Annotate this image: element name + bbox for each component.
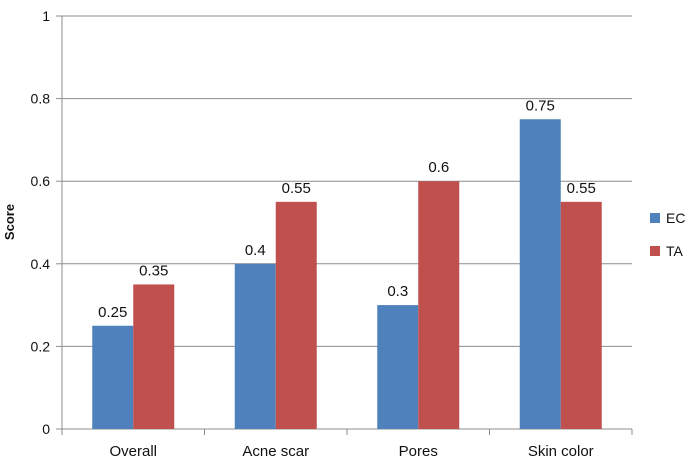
y-tick-label: 0.4 — [31, 256, 51, 272]
y-tick-label: 0.2 — [31, 338, 51, 354]
legend: EC TA — [650, 210, 685, 259]
bar-ta — [418, 181, 460, 429]
bars — [92, 119, 602, 429]
data-label: 0.4 — [245, 242, 266, 259]
data-label: 0.55 — [567, 180, 596, 197]
y-tick-label: 1 — [42, 8, 50, 24]
x-tick-label: Overall — [109, 443, 157, 460]
bar-ec — [92, 325, 134, 429]
x-tick-label: Acne scar — [242, 443, 309, 460]
y-tick-label: 0 — [42, 421, 50, 437]
bar-ec — [519, 119, 561, 429]
legend-swatch-ta — [650, 246, 660, 256]
legend-label: EC — [666, 210, 685, 226]
legend-label: TA — [666, 243, 684, 259]
bar-ec — [234, 263, 276, 429]
data-label: 0.25 — [98, 304, 127, 321]
y-tick-label: 0.6 — [31, 173, 51, 189]
bar-ec — [377, 305, 419, 429]
data-label: 0.35 — [139, 262, 168, 279]
bar-ta — [560, 201, 602, 429]
bar-ta — [275, 201, 317, 429]
data-label: 0.6 — [428, 159, 449, 176]
data-labels: 0.25 0.35 0.4 0.55 0.3 0.6 0.75 0.55 — [98, 97, 596, 321]
y-axis-title: Score — [2, 204, 17, 240]
x-tick-label: Pores — [399, 443, 438, 460]
x-tick-label: Skin color — [528, 443, 594, 460]
data-label: 0.55 — [282, 180, 311, 197]
data-label: 0.3 — [387, 283, 408, 300]
data-label: 0.75 — [526, 97, 555, 114]
legend-swatch-ec — [650, 213, 660, 223]
y-tick-label: 0.8 — [31, 91, 51, 107]
bar-ta — [133, 284, 175, 429]
